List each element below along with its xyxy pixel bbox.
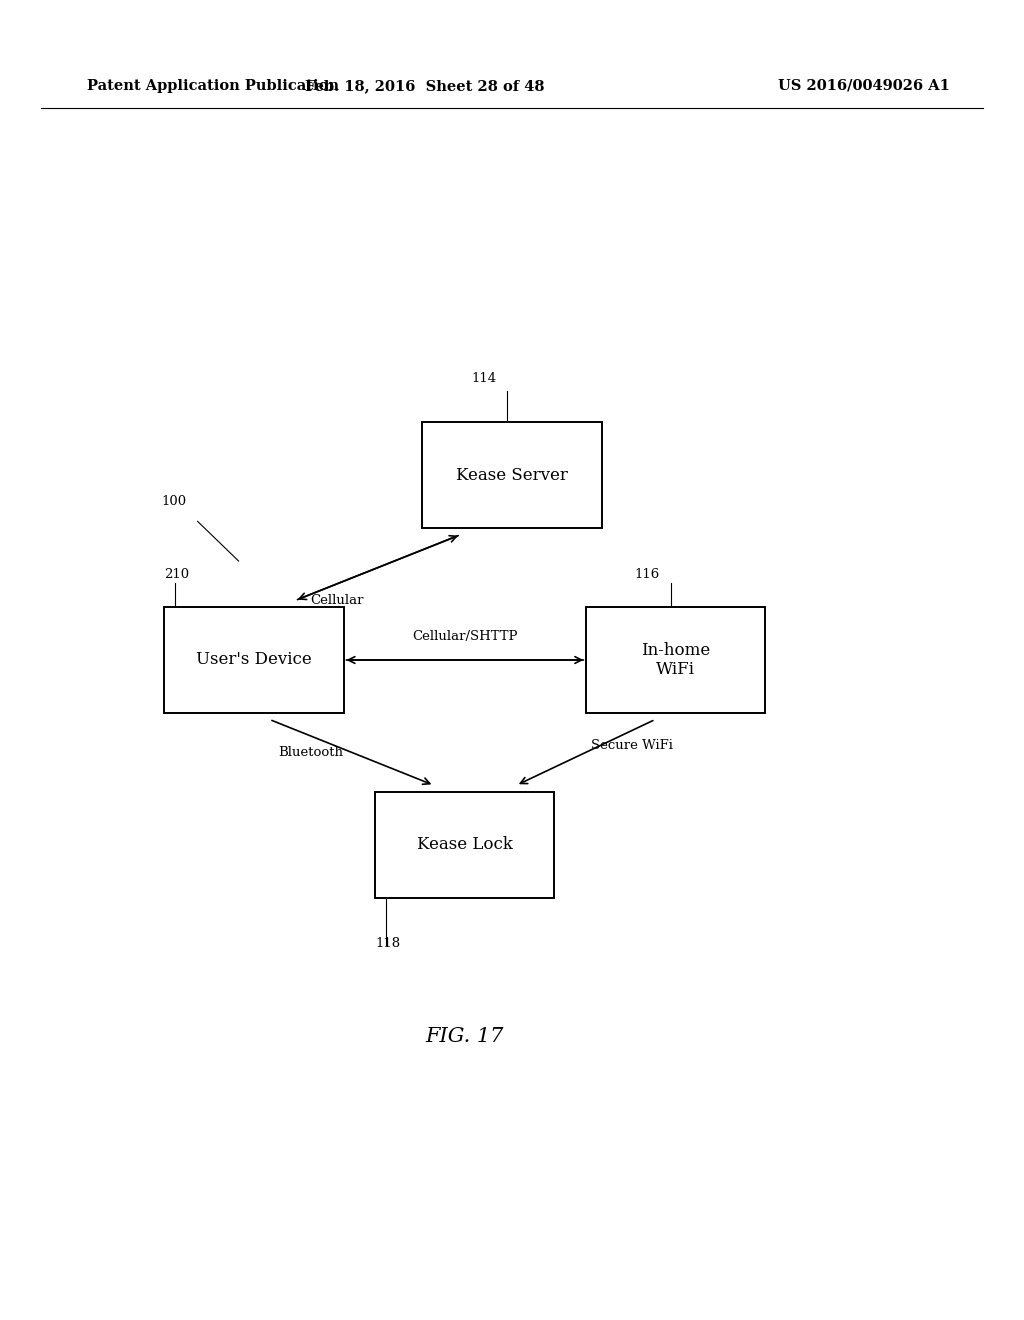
Bar — [422, 422, 601, 528]
Text: 100: 100 — [162, 495, 187, 508]
Text: In-home
WiFi: In-home WiFi — [641, 642, 711, 678]
Text: Cellular/SHTTP: Cellular/SHTTP — [412, 630, 518, 643]
Text: Bluetooth: Bluetooth — [279, 746, 343, 759]
Text: 114: 114 — [471, 372, 497, 385]
Bar — [586, 607, 766, 713]
Bar — [376, 792, 555, 898]
Text: Secure WiFi: Secure WiFi — [591, 739, 673, 752]
Text: Feb. 18, 2016  Sheet 28 of 48: Feb. 18, 2016 Sheet 28 of 48 — [305, 79, 545, 92]
Text: Patent Application Publication: Patent Application Publication — [87, 79, 339, 92]
Text: Kease Lock: Kease Lock — [417, 837, 513, 853]
Text: 210: 210 — [164, 568, 189, 581]
Bar — [164, 607, 344, 713]
Text: Kease Server: Kease Server — [456, 467, 568, 483]
Text: US 2016/0049026 A1: US 2016/0049026 A1 — [778, 79, 950, 92]
Text: Cellular: Cellular — [310, 594, 364, 607]
Text: 118: 118 — [376, 937, 400, 950]
Text: 116: 116 — [635, 568, 660, 581]
Text: User's Device: User's Device — [196, 652, 312, 668]
Text: FIG. 17: FIG. 17 — [426, 1027, 504, 1045]
